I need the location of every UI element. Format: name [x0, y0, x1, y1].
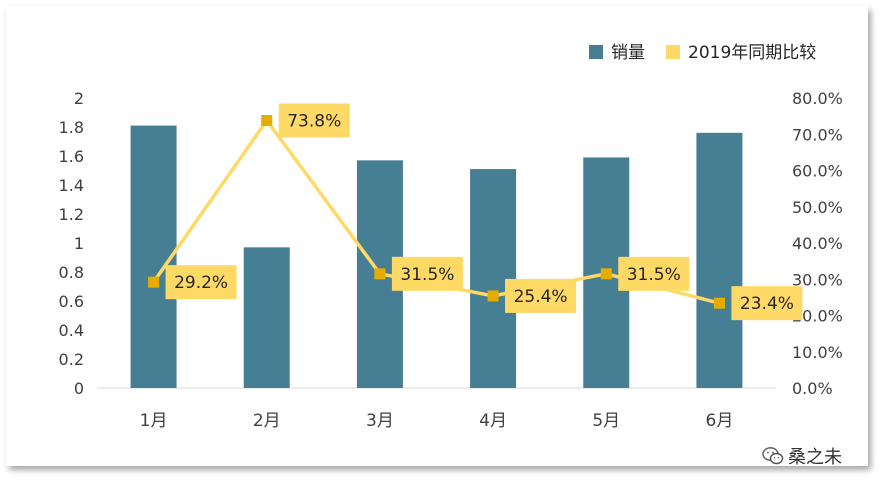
- data-label-box: [278, 103, 350, 138]
- y-right-tick-label: 30.0%: [792, 270, 843, 289]
- y-left-tick-label: 1.4: [59, 176, 84, 195]
- y-left-tick-label: 0.8: [59, 263, 84, 282]
- data-label: 31.5%: [627, 265, 681, 285]
- y-right-tick-label: 70.0%: [792, 125, 843, 144]
- line-marker: [600, 268, 612, 280]
- x-tick-label: 3月: [366, 411, 394, 431]
- y-right-tick-label: 20.0%: [792, 307, 843, 326]
- x-tick-label: 5月: [592, 411, 620, 431]
- data-label: 29.2%: [174, 273, 228, 293]
- line-marker: [487, 290, 499, 302]
- y-left-tick-label: 2: [74, 89, 84, 108]
- legend-label-line: 2019年同期比较: [688, 43, 816, 63]
- y-left-tick-label: 1.8: [59, 118, 84, 137]
- legend-swatch-line: [666, 45, 680, 59]
- legend-swatch-bar: [589, 45, 603, 59]
- data-label-box: [618, 256, 690, 291]
- data-label-box: [731, 286, 803, 321]
- y-left-tick-label: 1: [74, 234, 84, 253]
- x-tick-label: 6月: [706, 411, 734, 431]
- bar: [243, 247, 290, 388]
- y-left-tick-label: 0.2: [59, 350, 84, 369]
- data-label-box: [391, 256, 463, 291]
- y-left-tick-label: 0.6: [59, 292, 84, 311]
- data-label: 31.5%: [400, 265, 454, 285]
- data-label: 25.4%: [514, 287, 568, 307]
- watermark: 桑之未: [762, 444, 842, 468]
- y-left-tick-label: 0: [74, 379, 84, 398]
- line-marker: [374, 268, 386, 280]
- x-tick-label: 2月: [253, 411, 281, 431]
- wechat-icon: [762, 447, 784, 465]
- y-left-tick-label: 0.4: [59, 321, 84, 340]
- data-label-box: [505, 278, 577, 313]
- line-marker: [148, 276, 160, 288]
- combo-chart: 00.20.40.60.811.21.41.61.820.0%10.0%20.0…: [59, 43, 843, 431]
- bar: [130, 125, 177, 389]
- bar: [470, 169, 517, 388]
- y-right-tick-label: 80.0%: [792, 89, 843, 108]
- data-label-box: [165, 265, 237, 300]
- y-left-tick-label: 1.6: [59, 147, 84, 166]
- line-marker: [713, 297, 725, 309]
- x-tick-label: 1月: [140, 411, 168, 431]
- y-right-tick-label: 60.0%: [792, 162, 843, 181]
- y-right-tick-label: 40.0%: [792, 234, 843, 253]
- watermark-text: 桑之未: [788, 447, 842, 468]
- line-marker: [261, 114, 273, 126]
- x-tick-label: 4月: [479, 411, 507, 431]
- chart-card: 0 0.2 0.4 0.6 0.8 1 1.2 1.4 1.6 1.8 2 0.0% 10.0% 20.0…: [6, 6, 868, 466]
- data-label: 23.4%: [740, 294, 794, 314]
- legend-label-bar: 销量: [611, 43, 645, 63]
- y-right-tick-label: 50.0%: [792, 198, 843, 217]
- bar: [696, 132, 743, 388]
- y-right-tick-label: 10.0%: [792, 343, 843, 362]
- y-left-tick-label: 1.2: [59, 205, 84, 224]
- data-label: 73.8%: [287, 111, 341, 131]
- y-right-tick-label: 0.0%: [792, 379, 833, 398]
